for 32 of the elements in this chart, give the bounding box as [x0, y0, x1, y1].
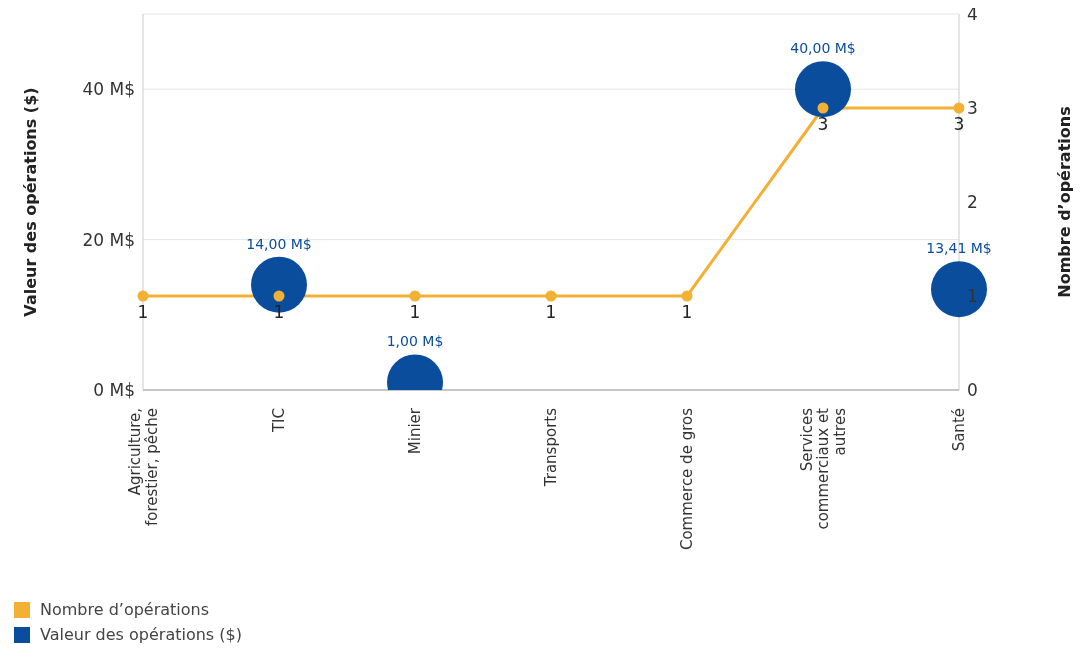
legend-label: Nombre d’opérations [40, 600, 210, 619]
data-label: 40,00 M$ [790, 40, 856, 57]
data-label: 1 [545, 302, 557, 322]
x-tick-label: Commerce de gros [678, 407, 697, 551]
y2-tick-label: 3 [967, 98, 978, 119]
data-label: 3 [817, 114, 829, 134]
point [931, 261, 987, 318]
y-tick-label: 40 M$ [82, 79, 135, 100]
y-tick-label: 20 M$ [82, 229, 135, 250]
data-label: 1 [273, 302, 285, 322]
x-tick-label: Santé [950, 408, 969, 452]
x-tick-label: Services commerciaux et autres [797, 407, 849, 530]
x-tick-label: TIC [270, 408, 289, 434]
legend-label: Valeur des opérations ($) [40, 625, 242, 644]
y-tick-label: 0 M$ [93, 380, 135, 401]
data-label: 14,00 M$ [246, 235, 312, 252]
x-tick-label: Transports [542, 407, 561, 488]
data-label: 1 [409, 302, 421, 322]
data-label: 1 [681, 302, 693, 322]
data-label: 3 [953, 114, 965, 134]
y2-tick-label: 4 [967, 4, 978, 25]
data-label: 13,41 M$ [926, 240, 992, 257]
y2-tick-label: 1 [967, 286, 978, 307]
data-label: 1 [137, 302, 149, 322]
data-label: 1,00 M$ [386, 333, 444, 350]
y2-tick-label: 0 [967, 380, 978, 401]
y2-axis-title: Nombre d’opérations [1054, 106, 1074, 298]
x-tick-label: Agriculture, forestier, pêche [126, 408, 161, 527]
y-axis-title: Valeur des opérations ($) [20, 87, 40, 317]
y2-tick-label: 2 [967, 192, 978, 213]
point [795, 61, 851, 118]
x-tick-label: Minier [406, 407, 425, 455]
